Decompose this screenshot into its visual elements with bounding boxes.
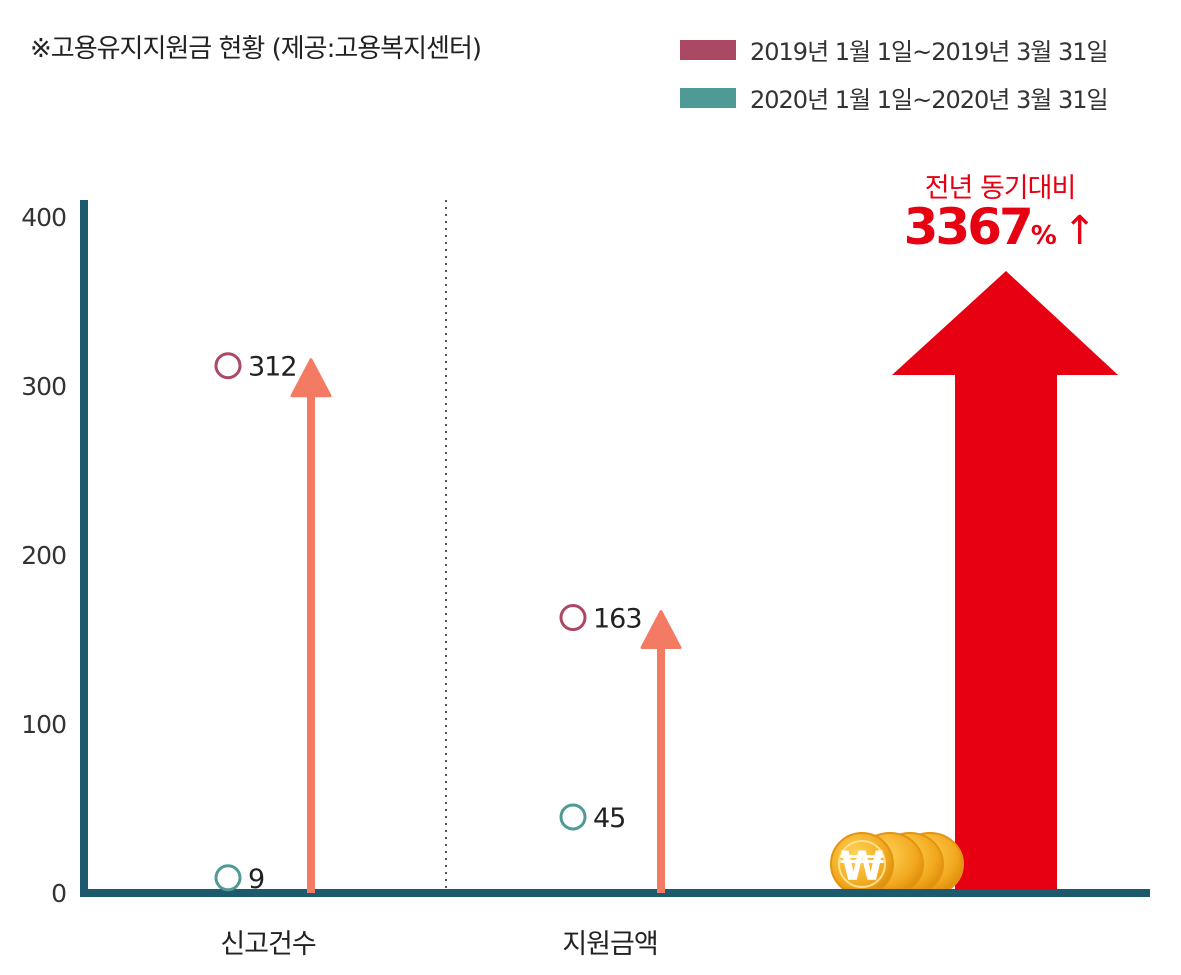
data-label: 45 [593,803,625,834]
x-category-label: 신고건수 [220,929,316,960]
won-sign-icon: ₩ [840,844,884,890]
big-red-up-arrow-icon [892,271,1118,893]
y-tick-label: 300 [21,372,66,401]
legend-swatch-2019 [680,39,736,60]
growth-subtitle: 전년 동기대비 [924,173,1077,204]
legend-label-2020: 2020년 1월 1일~2020년 3월 31일 [750,86,1109,114]
growth-value: 3367% ↑ [880,198,1120,256]
growth-arrow-head [290,358,332,398]
growth-number: 3367 [903,198,1034,256]
y-tick-label: 100 [21,710,66,739]
legend-label-2019: 2019년 1월 1일~2019년 3월 31일 [750,38,1109,66]
data-point [559,803,587,831]
data-point [214,864,242,892]
legend-swatch-2020 [680,87,736,108]
growth-arrow-head [640,610,682,650]
chart-title: ※고용유지지원금 현황 (제공:고용복지센터) [30,34,482,64]
y-tick-label: 0 [51,879,66,908]
data-label: 163 [593,604,642,635]
data-point [214,352,242,380]
legend-item-2020: 2020년 1월 1일~2020년 3월 31일 [680,80,1109,115]
growth-unit: % [1030,221,1057,251]
legend-item-2019: 2019년 1월 1일~2019년 3월 31일 [680,32,1109,67]
y-tick-label: 200 [21,541,66,570]
data-label: 9 [248,864,264,895]
data-point [559,604,587,632]
y-tick-label: 400 [21,203,66,232]
x-category-label: 지원금액 [562,929,657,960]
growth-up-arrow-icon: ↑ [1062,208,1097,254]
data-label: 312 [248,352,297,383]
coin-rim-icon [838,840,886,888]
